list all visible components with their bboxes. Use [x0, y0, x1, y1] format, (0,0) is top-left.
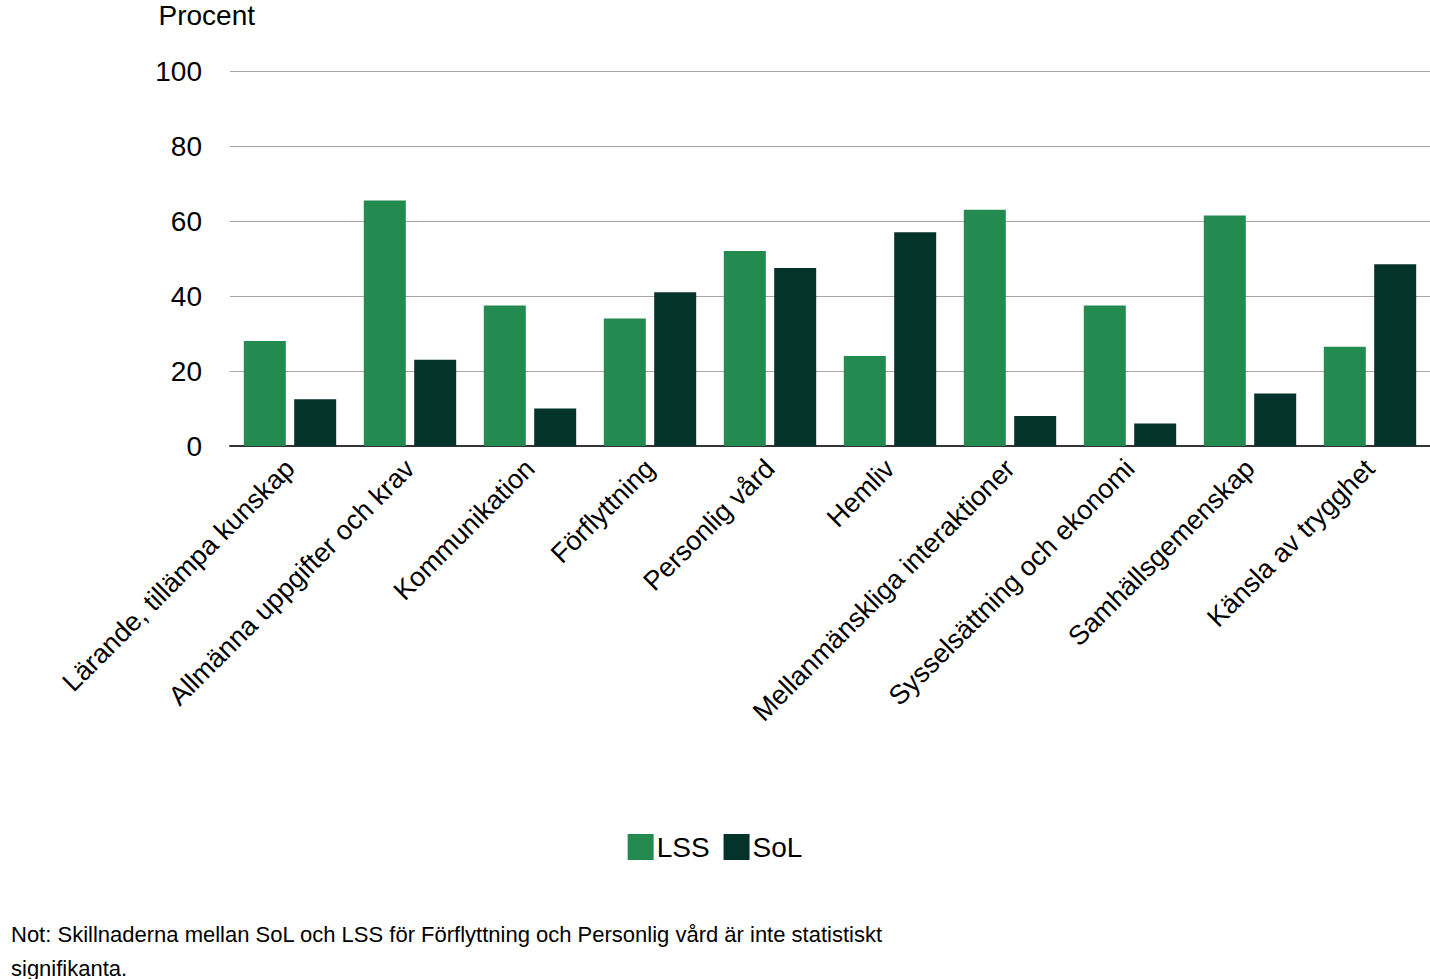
svg-text:Mellanmänskliga interaktioner: Mellanmänskliga interaktioner [747, 453, 1021, 727]
svg-text:Hemliv: Hemliv [821, 453, 901, 533]
svg-text:20: 20 [171, 356, 202, 387]
svg-text:Känsla av trygghet: Känsla av trygghet [1201, 453, 1381, 633]
svg-text:Procent: Procent [159, 0, 256, 31]
svg-text:signifikanta.: signifikanta. [11, 956, 127, 979]
svg-text:LSS: LSS [657, 832, 710, 863]
svg-text:40: 40 [171, 281, 202, 312]
svg-text:Kommunikation: Kommunikation [388, 453, 541, 606]
svg-text:Samhällsgemenskap: Samhällsgemenskap [1062, 453, 1261, 652]
svg-text:Lärande, tillämpa kunskap: Lärande, tillämpa kunskap [57, 453, 301, 697]
svg-text:Allmänna uppgifter och krav: Allmänna uppgifter och krav [163, 453, 421, 711]
svg-text:Sysselsättning och ekonomi: Sysselsättning och ekonomi [883, 453, 1141, 711]
svg-text:Personlig vård: Personlig vård [637, 453, 780, 596]
svg-text:0: 0 [186, 431, 202, 462]
svg-text:100: 100 [155, 56, 202, 87]
svg-text:60: 60 [171, 206, 202, 237]
svg-text:Not: Skillnaderna mellan SoL o: Not: Skillnaderna mellan SoL och LSS för… [11, 922, 888, 947]
svg-text:80: 80 [171, 131, 202, 162]
svg-text:SoL: SoL [753, 832, 803, 863]
svg-text:Förflyttning: Förflyttning [545, 453, 661, 569]
